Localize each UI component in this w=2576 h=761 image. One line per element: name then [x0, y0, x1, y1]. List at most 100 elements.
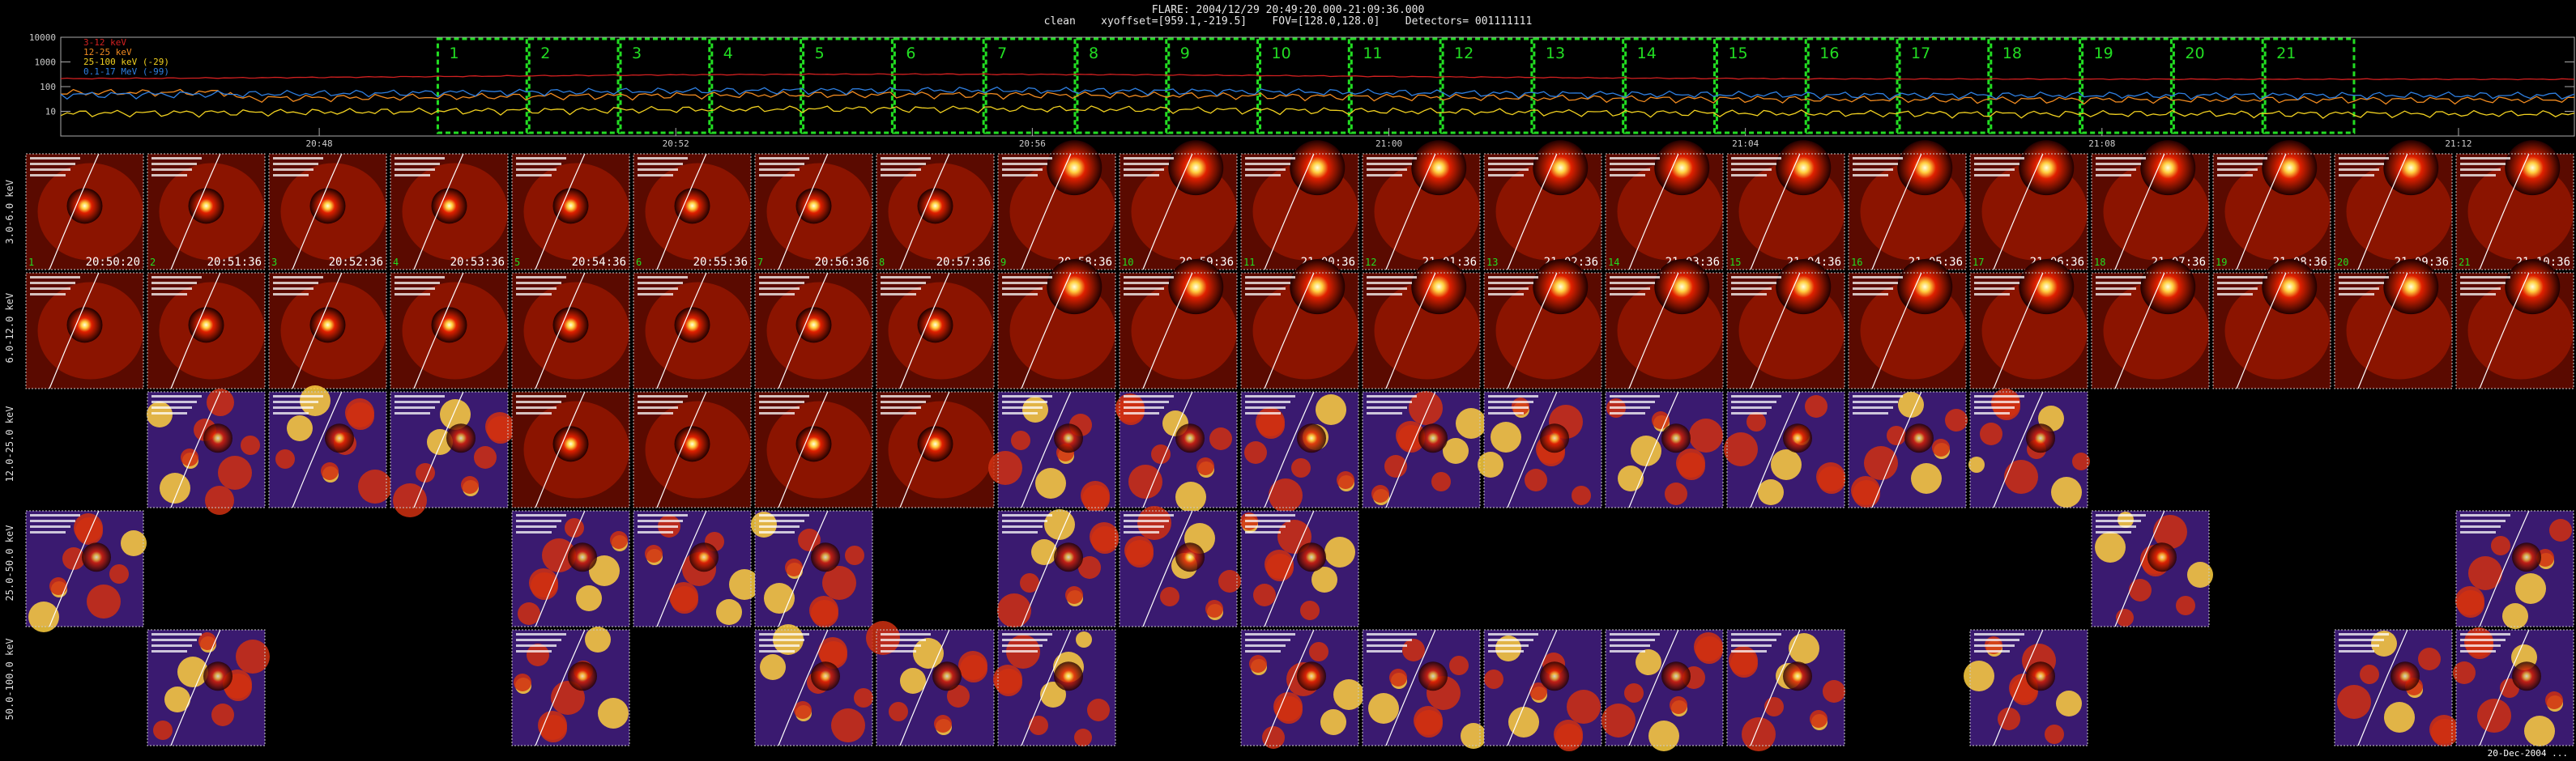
panel-time-label: 20:51:36 — [207, 256, 262, 269]
panel-info-text — [1853, 293, 1888, 295]
solar-limb-line — [899, 272, 950, 389]
image-panel — [147, 629, 270, 746]
solar-limb-line — [2114, 153, 2165, 270]
source-blob — [568, 661, 597, 691]
image-panel — [633, 272, 752, 389]
image-panel — [1726, 259, 1845, 389]
energy-row-label: 12.0-25.0 keV — [4, 406, 15, 483]
noise-blob — [669, 582, 698, 611]
image-panel — [1362, 259, 1481, 389]
energy-row-label: 25.0-50.0 keV — [4, 525, 15, 602]
panel-info-text — [759, 406, 800, 409]
source-blob — [2147, 542, 2177, 572]
noise-blob — [947, 685, 970, 708]
solar-limb-line — [2479, 153, 2530, 270]
panel-info-text — [1245, 531, 1281, 534]
noise-blob — [1090, 522, 1119, 551]
noise-blob — [1443, 438, 1469, 464]
image-panel — [997, 259, 1116, 389]
panel-info-text — [1731, 157, 1781, 159]
panel-info-text — [1731, 282, 1776, 284]
panel-info-text — [759, 514, 809, 517]
panel-border — [1969, 629, 2088, 746]
noise-blob — [1572, 486, 1591, 505]
time-interval-box — [1259, 37, 1350, 134]
solar-limb-line — [1507, 391, 1558, 508]
legend-entry: 0.1-17 MeV (-99) — [83, 66, 169, 77]
noise-blob — [2371, 631, 2397, 657]
image-panel — [633, 510, 760, 627]
noise-blob — [211, 704, 234, 726]
solar-limb-line — [1264, 272, 1315, 389]
panel-info-text — [638, 287, 678, 290]
interval-label: 13 — [1546, 45, 1565, 62]
source-blob — [1290, 140, 1346, 196]
interval-number: 9 — [1000, 257, 1006, 268]
solar-limb-line — [1021, 629, 1072, 746]
noise-blob — [109, 564, 129, 584]
panel-info-text — [1124, 282, 1169, 284]
noise-blob — [988, 451, 1022, 485]
panel-info-text — [759, 644, 800, 647]
panel-info-text — [1974, 650, 2010, 653]
image-panel — [751, 510, 873, 627]
solar-limb-line — [899, 391, 950, 508]
noise-blob — [1022, 397, 1048, 423]
solar-limb-line — [1142, 391, 1193, 508]
panel-border — [876, 629, 995, 746]
noise-blob — [1810, 710, 1828, 728]
noise-blob — [1020, 573, 1039, 593]
source-blob — [1540, 423, 1569, 453]
panel-info-text — [1731, 633, 1781, 636]
noise-blob — [358, 470, 392, 504]
noise-blob — [1029, 716, 1048, 735]
panel-info-text — [1245, 514, 1295, 517]
panel-info-text — [1731, 639, 1776, 641]
panel-info-text — [1488, 401, 1533, 403]
panel-border — [147, 272, 266, 389]
noise-blob — [1945, 409, 1968, 432]
panel-info-text — [1974, 276, 2024, 278]
solar-limb-line — [1628, 629, 1679, 746]
solar-limb-line — [1993, 272, 2044, 389]
source-blob — [203, 423, 232, 453]
image-panel — [2334, 259, 2453, 389]
source-blob — [2019, 259, 2075, 315]
interval-number: 17 — [1973, 257, 1984, 268]
interval-label: 10 — [1272, 45, 1291, 62]
panel-info-text — [1731, 406, 1772, 409]
panel-info-text — [2217, 282, 2263, 284]
image-panel — [1240, 391, 1359, 512]
noise-blob — [62, 547, 85, 570]
panel-info-text — [516, 168, 557, 171]
image-panel — [1605, 391, 1724, 508]
panel-info-text — [638, 168, 678, 171]
panel-border — [1605, 391, 1724, 508]
solar-limb-line — [1021, 510, 1072, 627]
panel-info-text — [1488, 639, 1533, 641]
noise-blob — [1196, 457, 1214, 475]
noise-blob — [1689, 419, 1723, 453]
interval-number: 13 — [1486, 257, 1498, 268]
panel-info-text — [151, 282, 197, 284]
source-blob — [917, 426, 953, 462]
panel-info-text — [1367, 168, 1407, 171]
x-tick-label: 21:04 — [1732, 138, 1759, 149]
panel-info-text — [2339, 276, 2389, 278]
noise-blob — [1729, 646, 1758, 675]
source-blob — [1533, 259, 1589, 315]
source-blob — [1654, 140, 1710, 196]
solar-limb-line — [1385, 629, 1436, 746]
panel-info-text — [638, 293, 673, 295]
panel-info-text — [1731, 174, 1767, 176]
panel-info-text — [1731, 168, 1772, 171]
panel-info-text — [1731, 395, 1781, 398]
panel-time-label: 20:53:36 — [450, 256, 505, 269]
source-blob — [1897, 259, 1953, 315]
image-panel — [1483, 259, 1602, 389]
panel-info-text — [1245, 401, 1290, 403]
noise-blob — [1508, 707, 1539, 738]
solar-limb-line — [1750, 153, 1801, 270]
image-panel — [1601, 629, 1724, 751]
panel-info-text — [1731, 644, 1772, 647]
